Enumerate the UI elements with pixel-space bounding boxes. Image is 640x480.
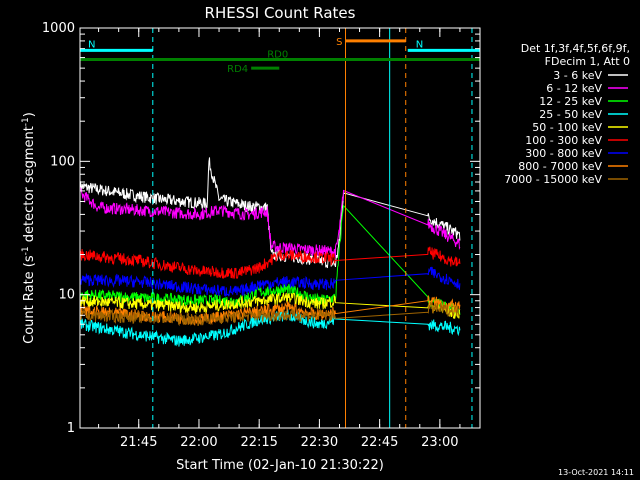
series-line	[79, 246, 461, 279]
legend-entry-label: 300 - 800 keV	[525, 147, 602, 160]
series-line	[79, 309, 461, 347]
flag-label: N	[416, 39, 423, 50]
chart-title: RHESSI Count Rates	[205, 4, 356, 22]
series-line	[79, 157, 461, 269]
flag-label: S	[336, 37, 342, 48]
legend-header: FDecim 1, Att 0	[545, 55, 630, 68]
plot-area: N N S RD0 RD4	[79, 28, 480, 428]
flag-label: N	[88, 39, 95, 50]
legend-header: Det 1f,3f,4f,5f,6f,9f,	[521, 42, 630, 55]
series-line	[79, 301, 461, 327]
y-axis-label: Count Rate (s-1 detector segment-1)	[21, 112, 37, 344]
x-tick-label: 22:15	[240, 435, 277, 450]
axes: 1 10 100 1000 21:45 22:00 22:15 22:30 22:45 23:00	[42, 21, 480, 450]
y-label-sup-1: -1	[21, 246, 31, 255]
timestamp: 13-Oct-2021 14:11	[558, 468, 634, 477]
flag-label: RD0	[267, 50, 288, 61]
x-tick-label: 22:00	[180, 435, 217, 450]
plot-frame	[79, 27, 481, 429]
y-tick-label: 10	[58, 288, 75, 303]
x-tick-label: 22:30	[301, 435, 338, 450]
y-tick-label: 100	[50, 154, 75, 169]
legend-entry-label: 6 - 12 keV	[546, 82, 602, 95]
legend-entry-label: 50 - 100 keV	[532, 121, 602, 134]
y-label-part-2: detector segment	[22, 126, 37, 246]
series-line	[79, 292, 461, 319]
legend-entry-label: 100 - 300 keV	[525, 134, 602, 147]
x-tick-label: 21:45	[120, 435, 157, 450]
x-tick-label: 23:00	[421, 435, 458, 450]
legend-entry-label: 3 - 6 keV	[553, 69, 602, 82]
y-tick-label: 1000	[42, 21, 75, 36]
legend-entry-label: 7000 - 15000 keV	[504, 173, 602, 186]
x-tick-label: 22:45	[361, 435, 398, 450]
legend-entry-label: 12 - 25 keV	[539, 95, 602, 108]
y-label-part-3: )	[22, 112, 37, 117]
x-axis-label: Start Time (02-Jan-10 21:30:22)	[176, 458, 384, 473]
legend-entry-label: 800 - 7000 keV	[518, 160, 602, 173]
series-line	[79, 266, 461, 298]
y-label-part-1: Count Rate (s	[22, 255, 37, 344]
flag-label: RD4	[227, 64, 248, 75]
y-tick-label: 1	[67, 421, 75, 436]
legend-entry-label: 25 - 50 keV	[539, 108, 602, 121]
y-label-sup-2: -1	[21, 117, 31, 126]
legend: Det 1f,3f,4f,5f,6f,9f,FDecim 1, Att 03 -…	[504, 42, 630, 186]
